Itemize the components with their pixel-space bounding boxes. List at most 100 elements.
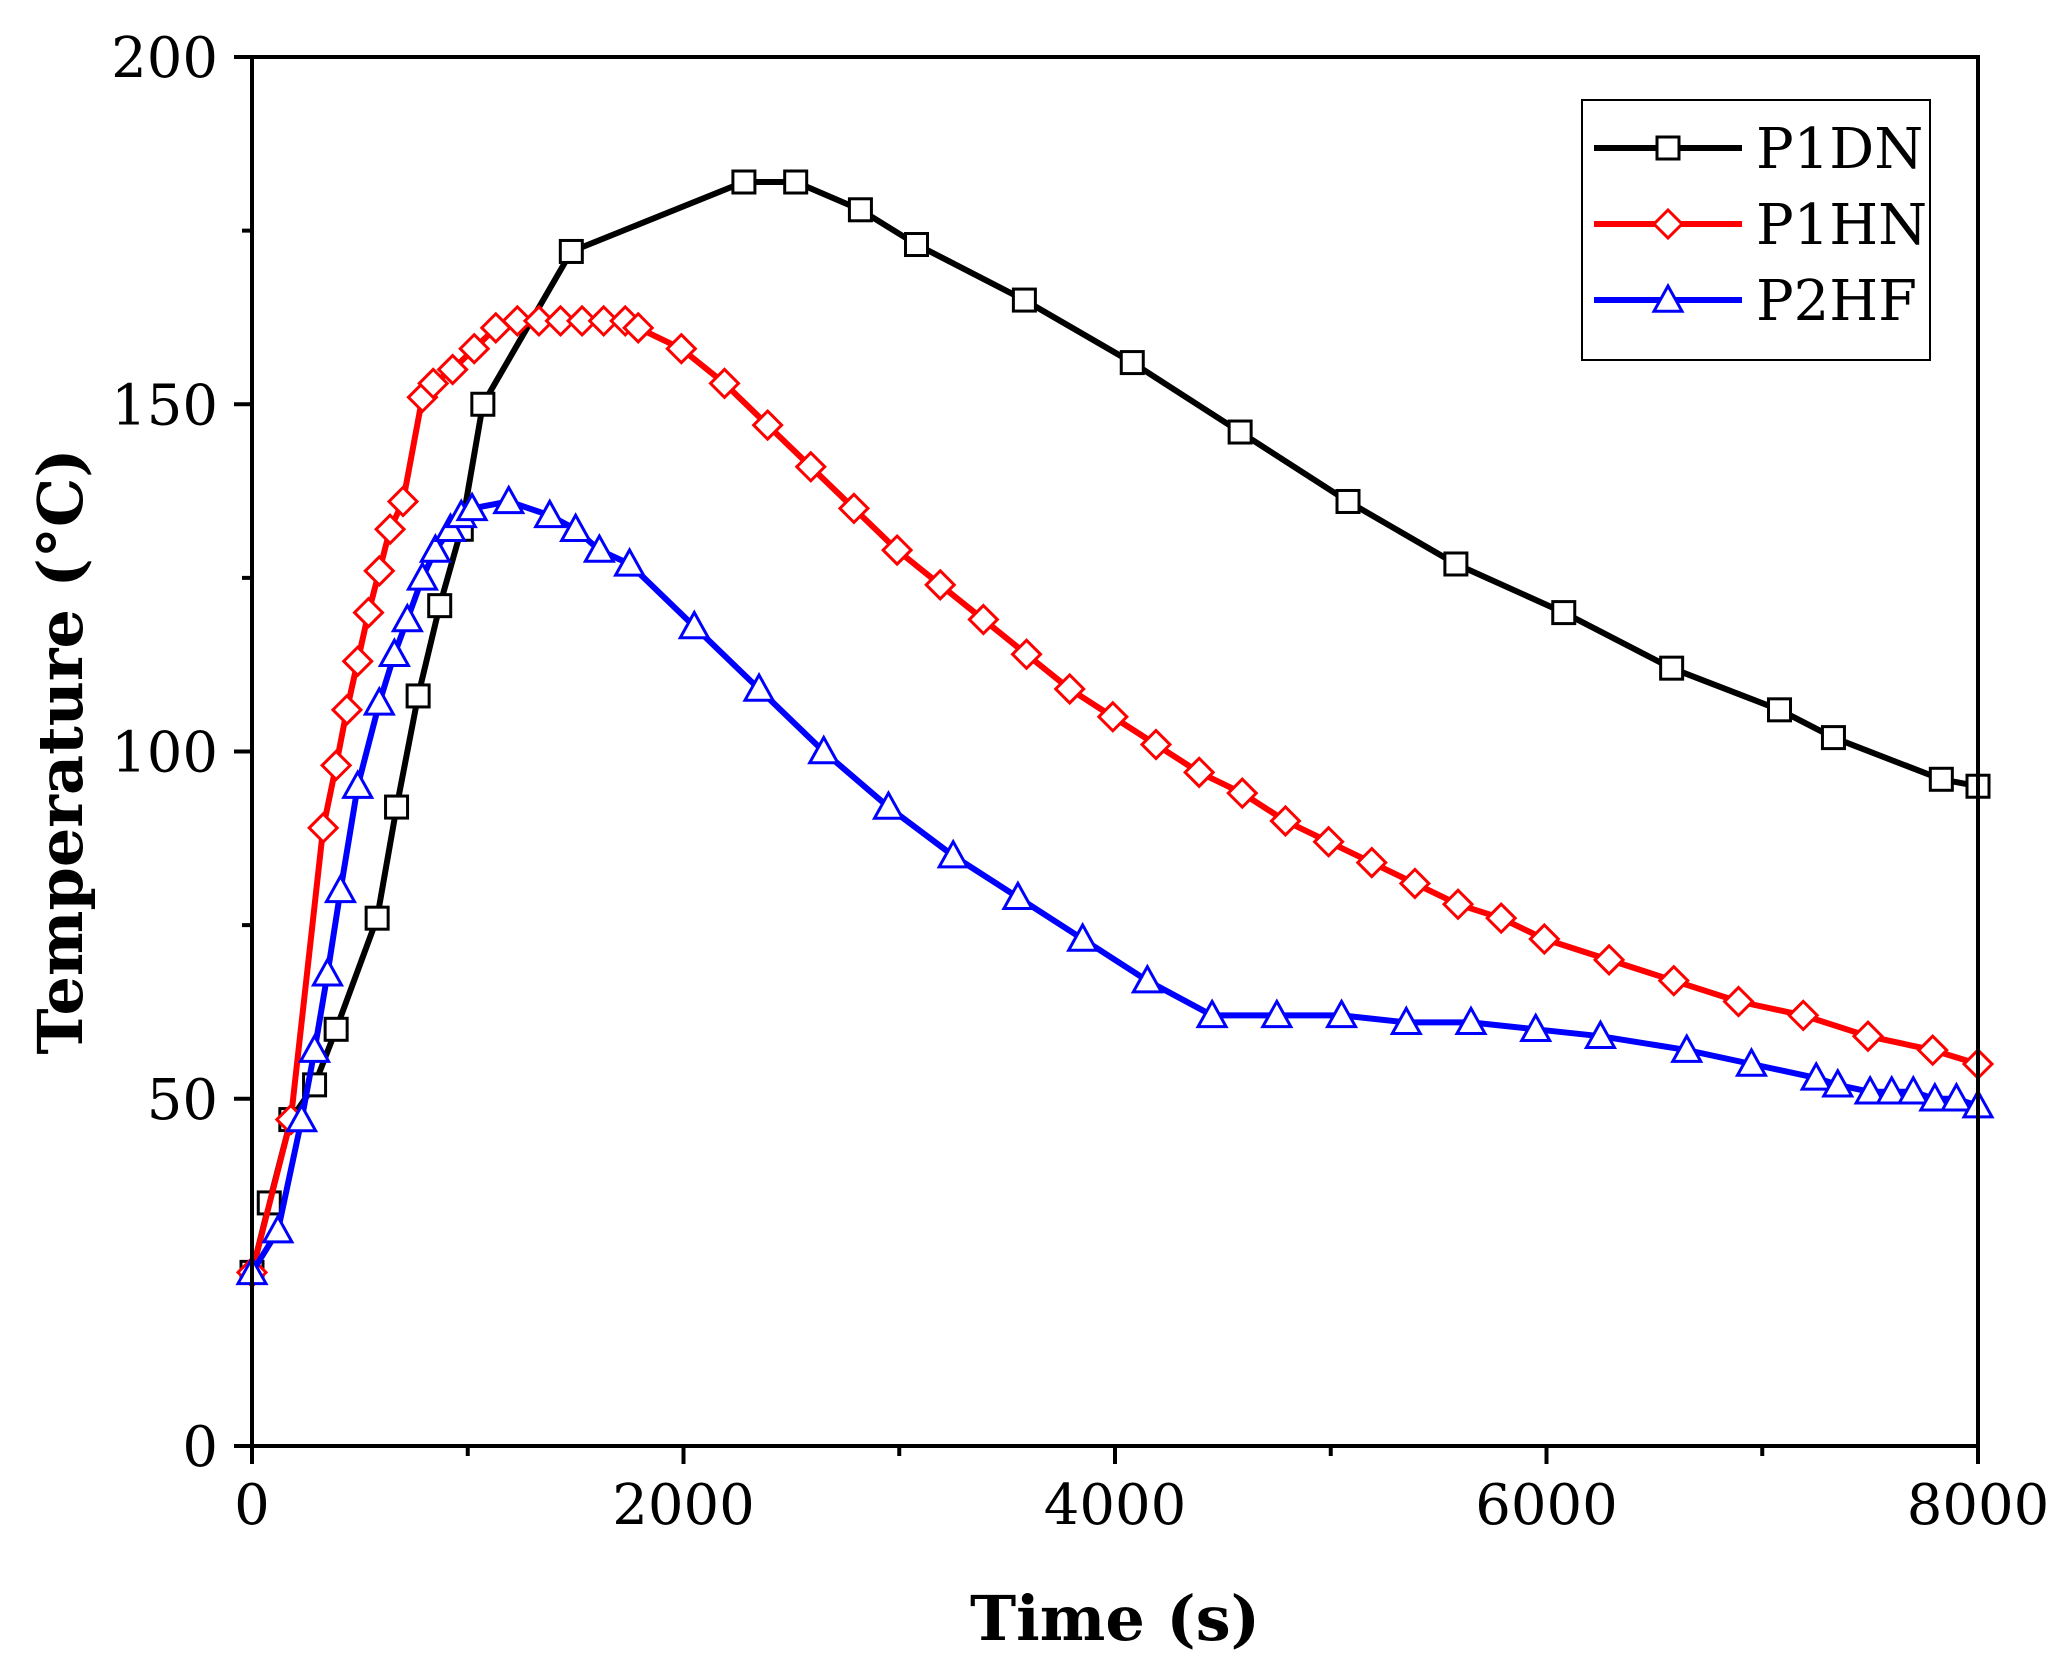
p1hn-point: [1096, 700, 1129, 733]
p1hn-point: [1851, 1020, 1885, 1053]
p1hn-point: [307, 811, 340, 845]
series-p1hn: [235, 304, 1995, 1289]
p2hf-point: [298, 1033, 332, 1063]
p2hf-point: [613, 546, 647, 577]
p1hn-point: [436, 353, 469, 386]
legend-item-p1hn: P1HN: [1594, 193, 1927, 258]
p2hf-point: [559, 512, 593, 542]
p1dn-point: [1767, 697, 1793, 723]
x-tick-label: 0: [234, 1473, 270, 1538]
p2hf-point: [742, 671, 776, 702]
p1hn-point: [1398, 867, 1432, 900]
p1dn-point: [1820, 725, 1846, 751]
x-axis-title: Time (s): [970, 1582, 1260, 1655]
p2hf-point: [1260, 998, 1294, 1029]
p2hf-point: [1583, 1019, 1617, 1049]
p1hn-point: [1269, 804, 1302, 838]
y-tick-label: 200: [111, 26, 218, 91]
p2hf-point: [1001, 880, 1035, 911]
y-axis-title: Temperature (°C): [24, 448, 97, 1054]
p1hn-point: [363, 554, 396, 588]
p2hf-point: [285, 1102, 319, 1133]
p1hn-point: [1312, 825, 1345, 858]
p1hn-point: [341, 645, 374, 678]
p2hf-point: [390, 602, 424, 633]
p1dn-point: [1227, 419, 1253, 445]
p1dn-point: [323, 1016, 349, 1042]
p1hn-point: [386, 485, 420, 518]
p1hn-point: [1528, 922, 1561, 956]
p1hn-point: [522, 304, 556, 338]
legend-label-p2hf: P2HF: [1756, 269, 1917, 334]
p2hf-point: [677, 609, 711, 640]
p1hn-point: [458, 332, 491, 365]
p2hf-point: [362, 685, 396, 716]
p1dn-point: [384, 794, 410, 820]
p1hn-point: [1355, 846, 1388, 879]
y-tick-label: 100: [111, 721, 218, 786]
p1hn-point: [622, 311, 655, 344]
p2hf-point: [807, 734, 841, 765]
p2hf-point: [1066, 921, 1100, 952]
p2hf-point: [1821, 1067, 1855, 1098]
p1hn-point: [924, 568, 957, 601]
p2hf-point: [533, 498, 567, 529]
legend: P1DN P1HN P2HF: [1581, 99, 1931, 361]
p1hn-point: [352, 596, 385, 629]
p1dn-point: [405, 683, 431, 709]
p1hn-point: [587, 304, 620, 338]
p2hf-point: [418, 533, 452, 563]
p1dn-point: [470, 391, 496, 417]
p1hn-point: [320, 749, 353, 782]
p2hf-point: [1389, 1005, 1423, 1036]
p1dn-point: [904, 232, 930, 258]
p1hn-point: [880, 533, 914, 567]
p2hf-point: [1896, 1074, 1930, 1105]
p2hf-point: [1734, 1046, 1769, 1077]
p2hf-point: [323, 873, 358, 904]
p1dn-point: [1659, 655, 1685, 681]
p2hf-point: [455, 491, 489, 522]
p2hf-point: [936, 838, 970, 869]
legend-label-p1dn: P1DN: [1756, 117, 1923, 182]
p1hn-point: [1592, 943, 1626, 976]
p1hn-point: [665, 332, 698, 365]
p1hn-point: [1139, 728, 1173, 761]
p2hf-point: [1799, 1060, 1833, 1091]
p1dn-point: [1443, 551, 1469, 577]
x-tick-label: 8000: [1907, 1473, 2050, 1538]
p1dn-point: [1928, 766, 1954, 792]
p2hf-point: [1454, 1005, 1488, 1036]
x-tick-label: 6000: [1475, 1473, 1618, 1538]
x-tick-label: 2000: [612, 1473, 755, 1538]
p1hn-point: [1183, 756, 1216, 789]
legend-item-p1dn: P1DN: [1594, 117, 1923, 182]
legend-marker-p2hf: [1651, 282, 1685, 313]
y-tick-label: 50: [147, 1068, 218, 1133]
p1hn-point: [1226, 777, 1259, 810]
p2hf-point: [582, 533, 616, 563]
p2hf-point: [310, 956, 345, 987]
p1dn-point: [1119, 350, 1145, 376]
legend-item-p2hf: P2HF: [1594, 269, 1917, 334]
p2hf-point: [1853, 1074, 1887, 1105]
p2hf-point: [261, 1213, 295, 1244]
p1dn-point: [847, 197, 873, 223]
p1dn-point: [558, 238, 584, 264]
p2hf-point: [405, 560, 439, 591]
p1dn-point: [1011, 287, 1037, 313]
p1dn-point: [1551, 600, 1577, 626]
p1hn-point: [708, 367, 741, 400]
p2hf-point: [492, 484, 526, 515]
p1hn-point: [501, 304, 534, 338]
legend-label-p1hn: P1HN: [1756, 193, 1927, 258]
p2hf-point: [1875, 1074, 1909, 1105]
legend-box: [1581, 99, 1931, 361]
y-tick-label: 150: [111, 373, 218, 438]
y-tick-label: 0: [182, 1415, 218, 1480]
p2hf-point: [1670, 1033, 1704, 1063]
p2hf-point: [1519, 1012, 1553, 1042]
p1hn-point: [565, 304, 599, 338]
plot-series: [235, 169, 1995, 1289]
